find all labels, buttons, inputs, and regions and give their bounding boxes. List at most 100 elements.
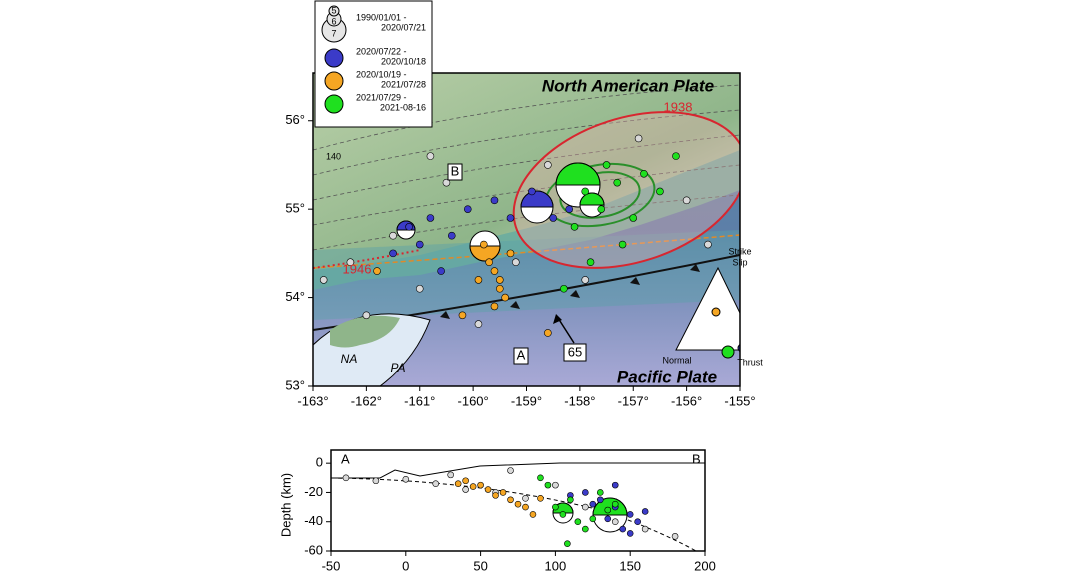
earthquake [402, 475, 410, 483]
label-box [563, 343, 587, 362]
earthquake [596, 489, 604, 496]
mechanism-triangle [675, 266, 740, 359]
earthquake [462, 486, 469, 493]
rupture-label: 1938 [664, 99, 693, 114]
earthquake [496, 276, 504, 284]
earthquake [619, 525, 627, 533]
x-tick-label: -163° [297, 393, 328, 408]
earthquake [389, 249, 397, 258]
inset-map [313, 313, 431, 386]
x-tick-label: -160° [458, 393, 489, 408]
earthquake [506, 214, 515, 222]
x-tick-label: 100 [545, 558, 567, 573]
x-tick-label: -162° [351, 393, 382, 408]
earthquake [574, 518, 582, 526]
earthquake [499, 489, 507, 496]
triangle-label: Strike [728, 246, 751, 256]
earthquake [656, 187, 664, 196]
earthquake [507, 467, 514, 474]
earthquake [474, 276, 483, 284]
earthquake [490, 302, 499, 311]
arrow [557, 317, 575, 344]
y-tick-label: 0 [316, 455, 323, 470]
earthquake [319, 276, 328, 284]
earthquake [362, 311, 371, 320]
profile-end: B [692, 451, 701, 466]
legend-label: 1990/01/01 - [356, 12, 407, 22]
earthquake [618, 240, 627, 249]
earthquake [496, 284, 504, 293]
earthquake [581, 187, 590, 196]
section-events [342, 467, 679, 547]
earthquake [490, 196, 499, 205]
legend-label: 2020/07/21 [381, 22, 426, 32]
size-key [328, 5, 340, 17]
earthquake [626, 530, 634, 537]
earthquake [474, 320, 483, 328]
earthquake [372, 477, 380, 485]
earthquake [552, 481, 559, 489]
earthquake [597, 205, 606, 213]
earthquake [570, 223, 579, 231]
earthquake [415, 284, 424, 293]
x-tick-label: -159° [511, 393, 542, 408]
earthquake [586, 258, 595, 267]
x-tick-label: 0 [402, 558, 409, 573]
plate-label: North American Plate [542, 76, 714, 95]
earthquake [501, 293, 509, 302]
earthquake [565, 205, 574, 213]
earthquake [490, 267, 499, 275]
size-label: 6 [331, 16, 336, 26]
earthquake [342, 474, 350, 482]
size-label: 7 [331, 28, 336, 38]
x-tick-label: -161° [404, 393, 435, 408]
legend-label: 2021/07/28 [381, 79, 426, 89]
earthquake [582, 525, 589, 533]
earthquake [405, 223, 413, 231]
triangle-label: Slip [732, 257, 747, 267]
earthquake [671, 533, 679, 540]
y-tick-label: 55° [285, 201, 305, 216]
earthquake [506, 249, 515, 258]
section-background [331, 450, 705, 551]
earthquake [426, 214, 435, 222]
profile-end: B [451, 163, 460, 178]
earthquake [589, 500, 597, 508]
earthquake [484, 486, 492, 493]
rupture-label: 1946 [343, 261, 372, 276]
earthquake [507, 496, 514, 504]
y-tick-label: -20 [304, 484, 323, 499]
x-tick-label: -156° [671, 393, 702, 408]
earthquake [704, 240, 712, 249]
earthquake [415, 240, 424, 249]
legend-swatch [324, 71, 344, 91]
earthquake [512, 258, 520, 267]
earthquake [544, 481, 552, 489]
legend-label: 2021/07/29 - [356, 92, 407, 102]
x-tick-label: 150 [619, 558, 641, 573]
section-frame [330, 449, 706, 552]
legend-label: 2020/07/22 - [356, 46, 407, 56]
plate-rate: 65 [568, 344, 582, 359]
map-events [319, 134, 712, 337]
earthquake [462, 477, 469, 485]
earthquake [611, 481, 619, 489]
triangle-label: Normal [662, 355, 691, 365]
legend-swatch [324, 94, 344, 114]
earthquake [544, 329, 552, 337]
x-tick-label: -158° [564, 393, 595, 408]
earthquake [589, 515, 597, 523]
y-tick-label: 53° [285, 377, 305, 392]
earthquake [634, 518, 641, 526]
plate-label: Pacific Plate [617, 367, 717, 386]
legend-swatch [324, 48, 344, 68]
earthquake [514, 500, 522, 508]
earthquake [626, 511, 634, 518]
earthquake [582, 489, 589, 496]
earthquake [432, 480, 440, 487]
earthquake [447, 231, 456, 240]
